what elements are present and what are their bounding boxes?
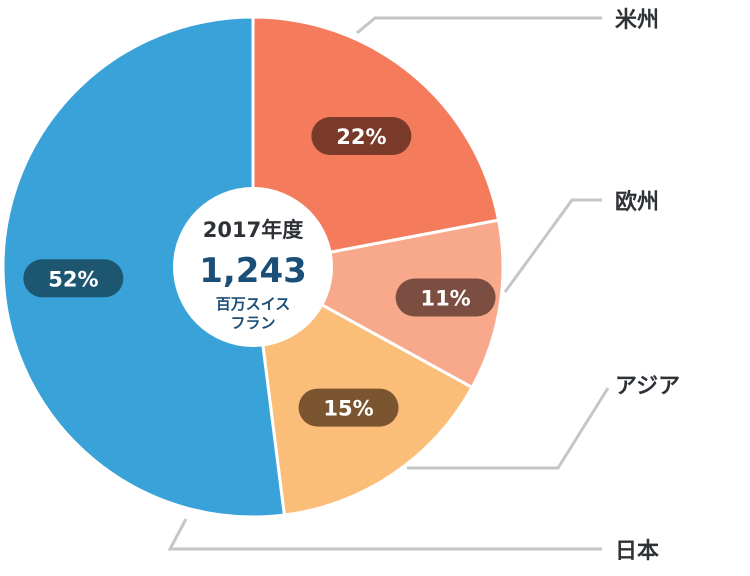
value-label-japan: 52% — [23, 259, 124, 298]
center-unit-line-2: フラン — [230, 314, 275, 332]
value-label-asia: 15% — [298, 388, 399, 427]
value-label-text-europe: 11% — [420, 287, 470, 311]
value-label-pill-europe — [395, 278, 496, 317]
region-label-japan: 日本 — [615, 539, 659, 564]
value-label-pill-asia — [298, 388, 399, 427]
slice-value-labels: 22% 11% 15% 52% — [23, 117, 496, 427]
value-label-text-americas: 22% — [336, 125, 386, 149]
value-label-pill-americas — [311, 117, 412, 156]
center-total-value: 1,243 — [199, 251, 307, 291]
pie-slice-japan — [1, 15, 287, 519]
value-label-text-japan: 52% — [48, 267, 98, 291]
leader-line-americas — [356, 16, 602, 35]
region-label-asia: アジア — [615, 374, 680, 399]
region-label-americas: 米州 — [615, 8, 659, 33]
center-unit-line-1: 百万スイス — [216, 295, 291, 313]
leader-lines — [167, 16, 610, 551]
region-label-europe: 欧州 — [615, 189, 659, 215]
center-year-label: 2017年度 — [203, 218, 303, 242]
leader-line-asia — [407, 387, 610, 470]
value-label-pill-japan — [23, 259, 124, 298]
leader-line-europe — [503, 198, 602, 293]
value-label-text-asia: 15% — [323, 397, 373, 421]
leader-line-japan — [167, 518, 602, 551]
value-label-americas: 22% — [311, 117, 412, 156]
center-hole — [173, 187, 333, 347]
pie-slices — [1, 15, 505, 519]
center-summary: 2017年度 1,243 百万スイス フラン — [173, 187, 333, 347]
value-label-europe: 11% — [395, 278, 496, 317]
